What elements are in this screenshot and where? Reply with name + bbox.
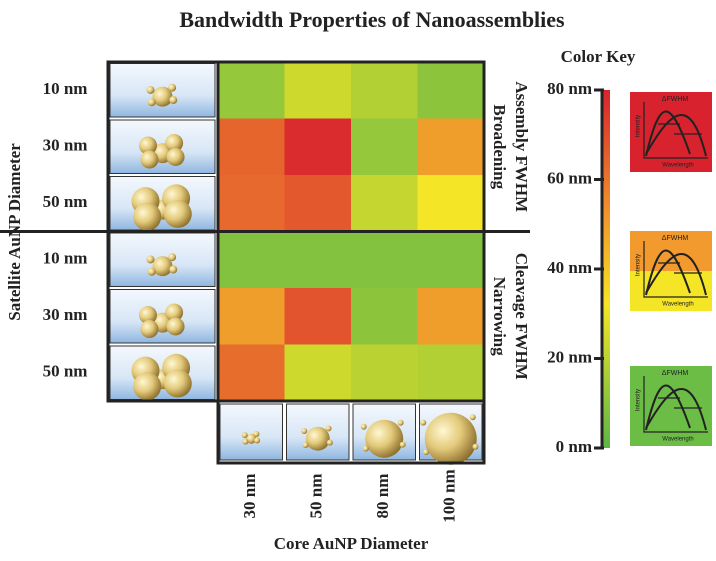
- heatmap-cell: [418, 232, 485, 289]
- particle: [167, 317, 185, 335]
- x-tick-label: 50 nm: [307, 474, 326, 519]
- heatmap-cell: [351, 175, 418, 232]
- particle: [303, 442, 309, 448]
- particle: [242, 432, 248, 438]
- heatmap-cell: [218, 175, 285, 232]
- inset-y-label: Intensity: [636, 115, 642, 137]
- particle: [470, 414, 476, 420]
- inset-fwhm: ΔFWHM: [662, 370, 689, 377]
- particle: [327, 440, 333, 446]
- inset-fwhm: ΔFWHM: [662, 235, 689, 242]
- heatmap-cell: [418, 175, 485, 232]
- colorbar-tick-label: 20 nm: [547, 347, 592, 366]
- inset-fwhm: ΔFWHM: [662, 96, 689, 103]
- heatmap-cell: [218, 345, 285, 402]
- heatmap-cell: [351, 345, 418, 402]
- particle: [133, 372, 161, 400]
- x-axis-label: Core AuNP Diameter: [274, 534, 429, 553]
- x-tick-label: 30 nm: [240, 474, 259, 519]
- particle: [168, 253, 176, 261]
- row-label: 50 nm: [43, 362, 88, 381]
- particle: [242, 439, 248, 445]
- heatmap-cell: [418, 119, 485, 176]
- x-tick-label: 80 nm: [373, 474, 392, 519]
- inset-y-label: Intensity: [636, 254, 642, 276]
- colorbar-tick-label: 60 nm: [547, 168, 592, 187]
- row-label: 30 nm: [43, 305, 88, 324]
- row-label: 30 nm: [43, 136, 88, 155]
- particle: [361, 424, 367, 430]
- particle: [148, 98, 156, 106]
- heatmap-cell: [218, 232, 285, 289]
- particle: [254, 437, 260, 443]
- particle: [425, 413, 477, 465]
- chart: Bandwidth Properties of Nanoassemblies S…: [0, 0, 716, 556]
- page: Bandwidth Properties of Nanoassemblies S…: [0, 0, 716, 561]
- heatmap-cell: [218, 119, 285, 176]
- particle-image: [220, 404, 283, 460]
- particle: [164, 369, 192, 397]
- heatmap-cell: [285, 175, 352, 232]
- group-label: Narrowing: [490, 277, 509, 357]
- colorbar-tick-label: 80 nm: [547, 79, 592, 98]
- group-label: Broadening: [490, 104, 509, 189]
- heatmap-cell: [285, 345, 352, 402]
- inset-box: [630, 366, 712, 446]
- row-label: 10 nm: [43, 249, 88, 268]
- heatmap-cell: [285, 232, 352, 289]
- particle: [365, 420, 403, 458]
- particle: [326, 425, 332, 431]
- particle: [301, 428, 307, 434]
- group-label: Assembly FWHM: [512, 81, 531, 212]
- particle: [147, 255, 155, 263]
- particle: [363, 446, 369, 452]
- particle: [168, 84, 176, 92]
- particle: [306, 427, 330, 451]
- particle: [420, 420, 426, 426]
- heatmap-cell: [218, 62, 285, 119]
- row-label: 50 nm: [43, 192, 88, 211]
- particle: [400, 442, 406, 448]
- particle: [164, 200, 192, 228]
- particle: [140, 320, 158, 338]
- colorbar-tick-label: 40 nm: [547, 258, 592, 277]
- heatmap-cell: [285, 119, 352, 176]
- colorbar-tick-label: 0 nm: [556, 437, 592, 456]
- heatmap-cell: [351, 232, 418, 289]
- heatmap-cell: [418, 288, 485, 345]
- particle: [147, 86, 155, 94]
- inset-box: [630, 92, 712, 172]
- row-label: 10 nm: [43, 79, 88, 98]
- heatmap-cell: [418, 345, 485, 402]
- particle: [253, 431, 259, 437]
- particle: [148, 268, 156, 276]
- particle: [133, 203, 161, 231]
- inset-x-label: Wavelength: [662, 163, 693, 169]
- heatmap-cell: [218, 288, 285, 345]
- heatmap-cell: [351, 119, 418, 176]
- group-label: Cleavage FWHM: [512, 253, 531, 380]
- inset-x-label: Wavelength: [662, 437, 693, 443]
- heatmap-cell: [285, 62, 352, 119]
- particle: [169, 96, 177, 104]
- particle: [169, 266, 177, 274]
- x-tick-label: 100 nm: [440, 469, 459, 522]
- particle: [423, 449, 429, 455]
- particle: [167, 148, 185, 166]
- particle: [140, 151, 158, 169]
- particle: [398, 420, 404, 426]
- inset-y-label: Intensity: [636, 389, 642, 411]
- heatmap-cell: [285, 288, 352, 345]
- heatmap-cell: [351, 62, 418, 119]
- heatmap-cell: [351, 288, 418, 345]
- heatmap-cell: [418, 62, 485, 119]
- particle: [473, 444, 479, 450]
- colorbar-title: Color Key: [561, 47, 636, 66]
- inset-x-label: Wavelength: [662, 302, 693, 308]
- chart-title: Bandwidth Properties of Nanoassemblies: [179, 7, 565, 32]
